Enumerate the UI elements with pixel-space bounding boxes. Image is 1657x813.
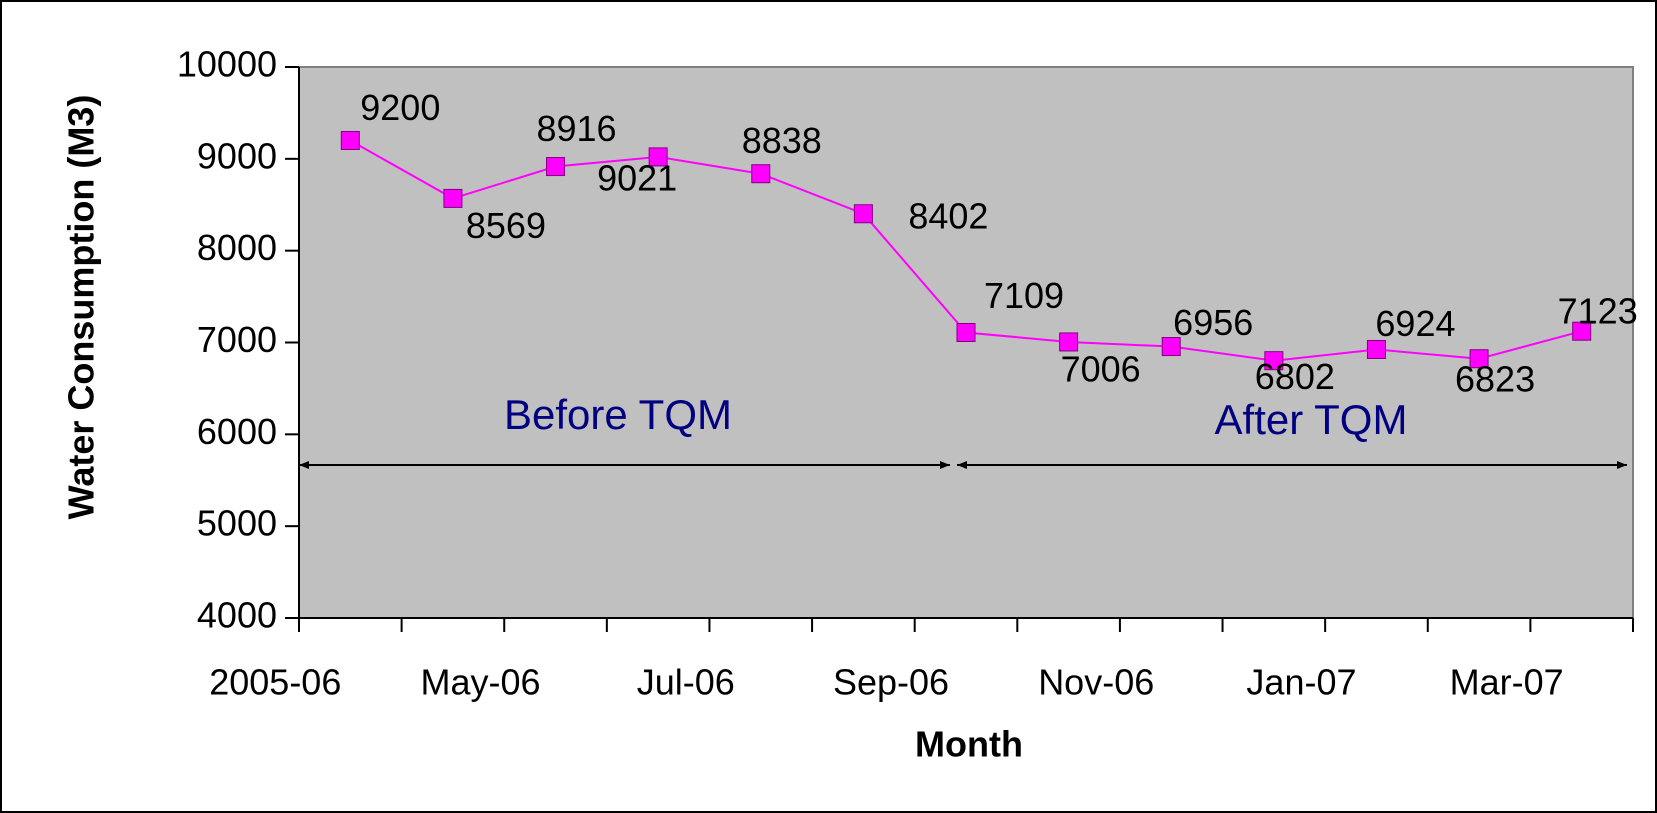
y-tick-label: 4000	[197, 595, 277, 636]
marker	[1572, 321, 1592, 341]
data-label: 6802	[1255, 356, 1335, 397]
marker	[853, 204, 873, 224]
marker	[1469, 349, 1489, 369]
data-label: 6956	[1173, 302, 1253, 343]
data-label: 6823	[1455, 358, 1535, 399]
data-label: 7109	[984, 275, 1064, 316]
annotation: Before TQM	[504, 391, 732, 438]
x-tick-label: May-06	[421, 662, 541, 703]
marker	[1264, 351, 1284, 371]
x-tick-label: 2005-06	[209, 662, 341, 703]
marker	[1366, 339, 1386, 359]
marker	[1161, 337, 1181, 357]
marker	[648, 147, 668, 167]
x-tick-label: Mar-07	[1450, 662, 1564, 703]
x-axis-title: Month	[915, 724, 1023, 765]
annotation: After TQM	[1215, 396, 1408, 443]
data-label: 9200	[360, 87, 440, 128]
x-tick-label: Jan-07	[1246, 662, 1356, 703]
y-tick-label: 7000	[197, 319, 277, 360]
y-axis-title: Water Consumption (M3)	[61, 95, 102, 520]
data-label: 8402	[908, 195, 988, 236]
y-tick-label: 8000	[197, 227, 277, 268]
marker	[340, 130, 360, 150]
x-tick-label: Nov-06	[1038, 662, 1154, 703]
data-label: 6924	[1375, 303, 1455, 344]
data-label: 8569	[466, 205, 546, 246]
data-label: 7006	[1061, 348, 1141, 389]
x-tick-label: Jul-06	[637, 662, 735, 703]
data-label: 8916	[536, 108, 616, 149]
marker	[1059, 332, 1079, 352]
marker	[546, 157, 566, 177]
data-label: 8838	[742, 120, 822, 161]
x-tick-label: Sep-06	[833, 662, 949, 703]
marker	[751, 164, 771, 184]
data-label: 7123	[1558, 291, 1638, 332]
y-tick-label: 10000	[177, 44, 277, 85]
y-tick-label: 5000	[197, 503, 277, 544]
y-tick-label: 6000	[197, 411, 277, 452]
plot-area	[298, 66, 1634, 619]
y-tick-label: 9000	[197, 135, 277, 176]
marker	[443, 188, 463, 208]
data-label: 9021	[597, 157, 677, 198]
marker	[956, 322, 976, 342]
